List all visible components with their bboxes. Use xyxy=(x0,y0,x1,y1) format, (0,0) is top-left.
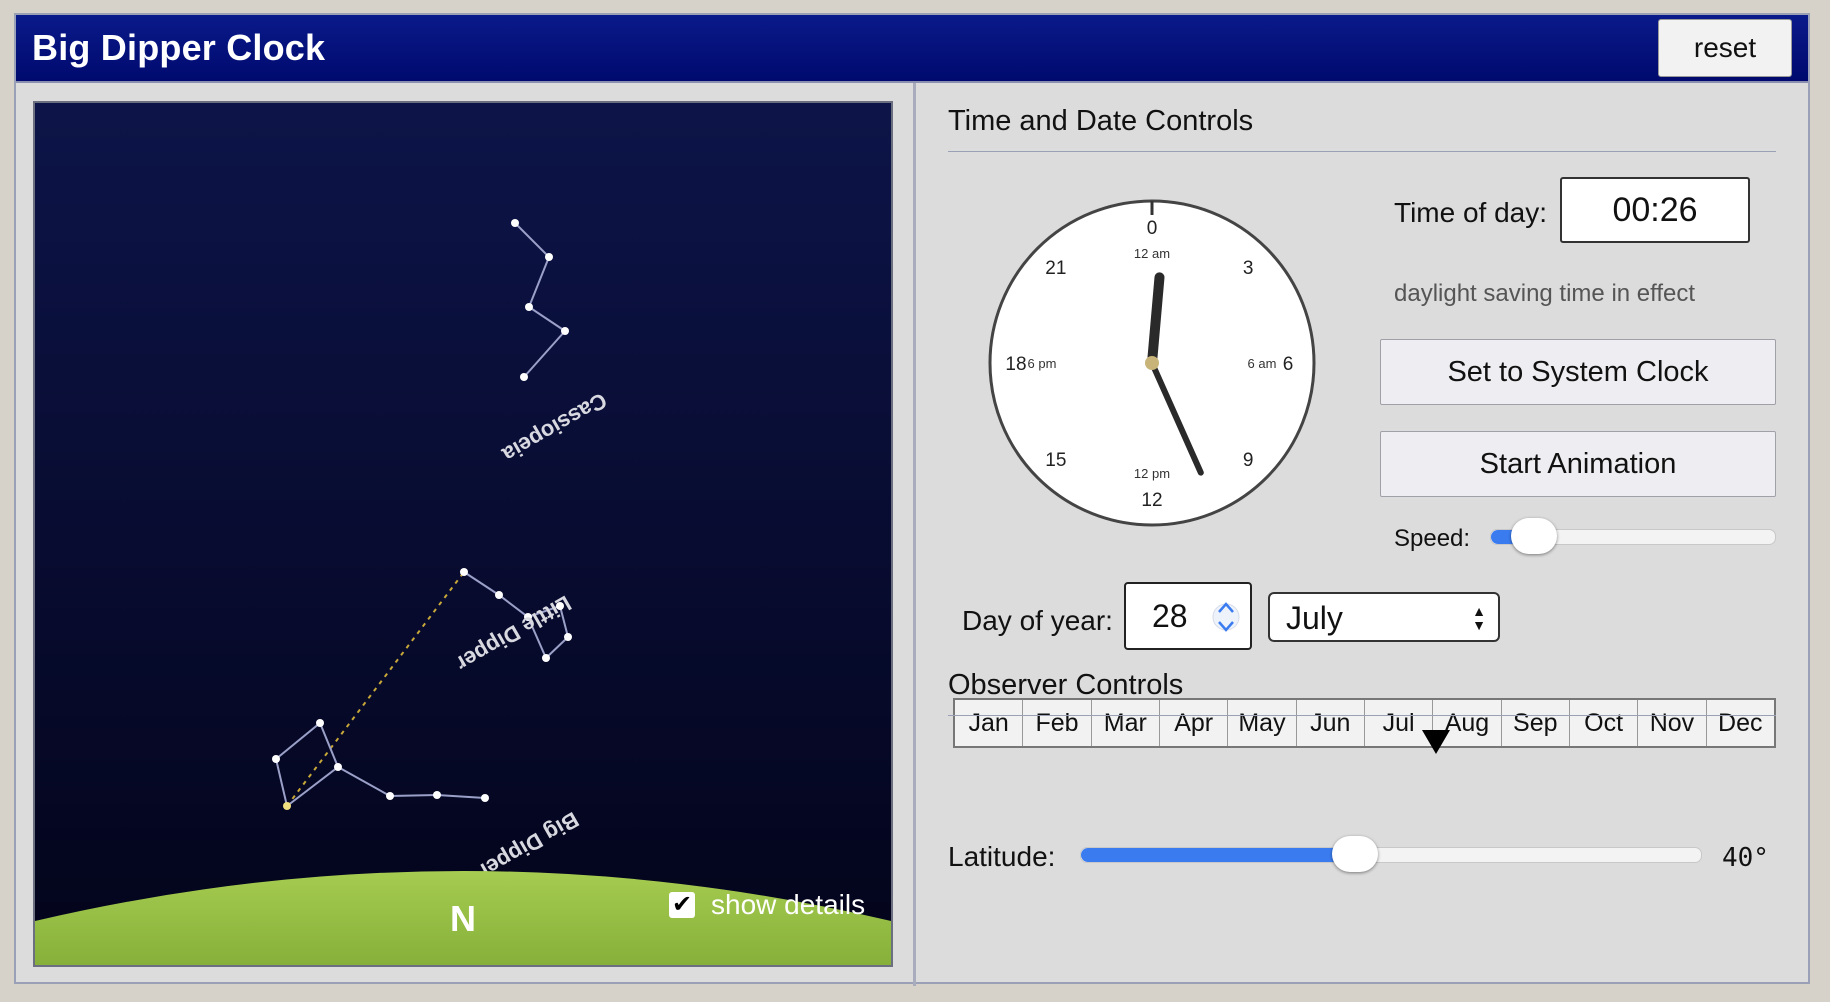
month-cell-oct[interactable]: Oct xyxy=(1570,700,1639,746)
time-of-day-field[interactable]: 00:26 xyxy=(1560,177,1750,243)
hour-hand xyxy=(1147,272,1165,368)
reset-button[interactable]: reset xyxy=(1658,19,1792,77)
clock-hour-18: 18 xyxy=(1005,354,1026,375)
clock-hour-21: 21 xyxy=(1045,258,1066,279)
day-of-year-value: 28 xyxy=(1152,598,1188,634)
dst-note: daylight saving time in effect xyxy=(1394,280,1696,307)
section-rule xyxy=(948,151,1776,152)
month-select-value: July xyxy=(1286,600,1343,636)
section-rule xyxy=(948,715,1776,716)
day-of-year-label: Day of year: xyxy=(962,605,1113,636)
time-date-section-title: Time and Date Controls xyxy=(948,105,1254,137)
big-dipper-constellation xyxy=(272,719,489,810)
month-cell-dec[interactable]: Dec xyxy=(1718,708,1763,737)
clock-hour-12: 12 xyxy=(1141,490,1162,511)
speed-slider[interactable] xyxy=(1490,518,1776,554)
month-cell-sep[interactable]: Sep xyxy=(1502,700,1570,746)
month-cell-feb[interactable]: Feb xyxy=(1023,700,1092,746)
latitude-slider[interactable] xyxy=(1080,836,1702,872)
latitude-value: 40° xyxy=(1722,843,1769,873)
north-direction-label: N xyxy=(450,898,476,939)
checkmark-icon[interactable]: ✔ xyxy=(669,892,695,918)
clock-face: 0 3 6 9 12 15 18 21 12 am 6 am 12 pm 6 pm xyxy=(988,199,1316,527)
clock-hub xyxy=(1145,356,1159,370)
show-details-toggle[interactable]: ✔ show details xyxy=(669,889,865,921)
sky-canvas: Cassiopeia Little Dipper xyxy=(35,103,891,965)
time-of-day-value: 00:26 xyxy=(1612,190,1698,229)
clock-hour-3: 3 xyxy=(1243,258,1254,279)
minute-hand xyxy=(1149,360,1204,476)
month-marker-icon[interactable] xyxy=(1420,728,1452,756)
stepper-down-icon[interactable] xyxy=(1218,621,1234,632)
clock-inner-labels: 12 am 6 am 12 pm 6 pm xyxy=(1028,246,1277,481)
app-title: Big Dipper Clock xyxy=(32,27,326,68)
month-cell-aug[interactable]: Aug xyxy=(1433,700,1502,746)
select-arrows-icon: ▲ ▼ xyxy=(1472,603,1486,633)
speed-slider-thumb[interactable] xyxy=(1510,518,1557,554)
day-of-year-field[interactable]: 28 xyxy=(1124,582,1252,650)
night-sky xyxy=(35,103,891,965)
month-cell-jan[interactable]: Jan xyxy=(955,700,1024,746)
month-cell-jun[interactable]: Jun xyxy=(1297,700,1365,746)
clock-hour-labels: 0 3 6 9 12 15 18 21 xyxy=(1005,218,1293,511)
clock-hour-0: 0 xyxy=(1147,218,1158,239)
sky-view: Cassiopeia Little Dipper xyxy=(33,101,893,967)
clock-hour-6: 6 xyxy=(1283,354,1294,375)
month-select[interactable]: July ▲ ▼ xyxy=(1268,592,1500,642)
cassiopeia-constellation xyxy=(511,219,569,381)
latitude-slider-fill xyxy=(1081,848,1355,862)
latitude-slider-thumb[interactable] xyxy=(1331,836,1378,872)
speed-label: Speed: xyxy=(1394,525,1471,552)
month-cell-apr[interactable]: Apr xyxy=(1160,700,1229,746)
month-cell-nov[interactable]: Nov xyxy=(1638,700,1707,746)
month-cell-may[interactable]: May xyxy=(1228,700,1297,746)
show-details-label: show details xyxy=(711,889,866,920)
analog-24h-clock: 0 3 6 9 12 15 18 21 12 am 6 am 12 pm 6 pm xyxy=(982,193,1322,533)
latitude-label: Latitude: xyxy=(948,841,1056,872)
day-stepper[interactable] xyxy=(1212,592,1240,642)
month-cell-jul[interactable]: Jul xyxy=(1365,700,1434,746)
title-bar: Big Dipper Clock reset xyxy=(16,15,1808,83)
time-of-day-label: Time of day: xyxy=(1394,197,1548,228)
clock-inner-label: 12 pm xyxy=(1134,466,1170,481)
big-dipper-clock-app: Big Dipper Clock reset xyxy=(14,13,1810,986)
month-strip[interactable]: Jan Feb Mar Apr May Jun Jul Aug Sep Oct Nov Dec xyxy=(953,698,1776,748)
clock-hour-15: 15 xyxy=(1045,450,1066,471)
set-system-clock-button[interactable]: Set to System Clock xyxy=(1380,339,1776,405)
pointer-star-line xyxy=(286,571,465,807)
little-dipper-constellation xyxy=(460,568,572,662)
clock-inner-label: 12 am xyxy=(1134,246,1170,261)
stepper-up-icon[interactable] xyxy=(1218,602,1234,613)
panel-divider xyxy=(913,83,916,986)
month-cell-mar[interactable]: Mar xyxy=(1092,700,1160,746)
clock-inner-label: 6 am xyxy=(1248,356,1277,371)
start-animation-button[interactable]: Start Animation xyxy=(1380,431,1776,497)
clock-hour-9: 9 xyxy=(1243,450,1254,471)
observer-section-title: Observer Controls xyxy=(948,669,1184,701)
clock-inner-label: 6 pm xyxy=(1028,356,1057,371)
